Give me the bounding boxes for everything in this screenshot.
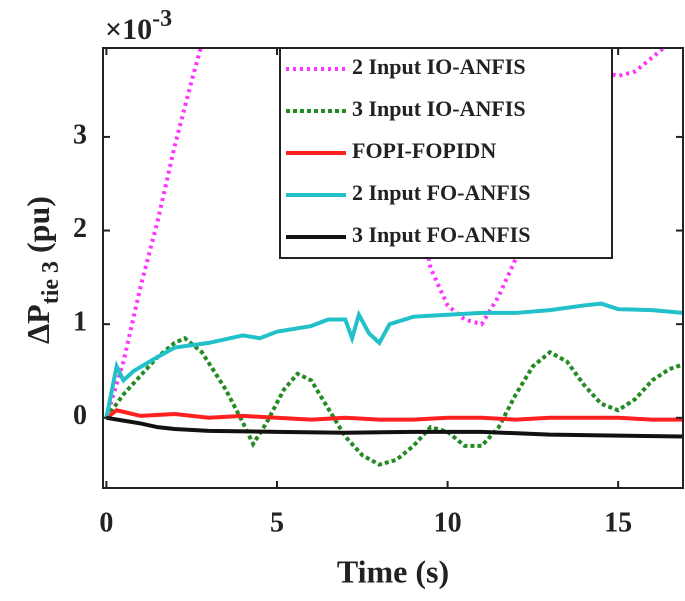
legend-label: 2 Input FO-ANFIS [352, 180, 530, 205]
x-tick-label: 10 [434, 507, 462, 538]
y-label-sub: tie 3 [38, 261, 64, 304]
x-tick-label: 5 [270, 507, 284, 538]
legend-label: 3 Input IO-ANFIS [352, 96, 526, 121]
series-line [105, 408, 683, 422]
y-axis-label: ΔPtie 3 (pu) [20, 196, 63, 344]
legend-label: 3 Input FO-ANFIS [352, 222, 530, 247]
series-line [104, 48, 667, 419]
x-axis-label: Time (s) [337, 553, 449, 589]
y-tick-label: 1 [73, 307, 87, 338]
y-tick-label: 2 [73, 213, 87, 244]
y-scale-exponent: -3 [152, 6, 172, 32]
y-scale-base: ×10 [105, 13, 152, 46]
plot-lines [104, 48, 683, 467]
series-line [104, 301, 683, 419]
series-line [104, 335, 683, 467]
legend-label: FOPI-FOPIDN [352, 138, 496, 163]
series-line [106, 415, 683, 439]
y-label-main: ΔP [20, 304, 56, 344]
x-tick-label: 0 [99, 507, 113, 538]
y-tick-label: 3 [73, 119, 87, 150]
x-tick-label: 15 [604, 507, 632, 538]
y-scale: ×10-3 [105, 6, 172, 46]
legend-label: 2 Input IO-ANFIS [352, 54, 526, 79]
y-tick-label: 0 [73, 400, 87, 431]
y-label-unit: (pu) [20, 196, 56, 253]
